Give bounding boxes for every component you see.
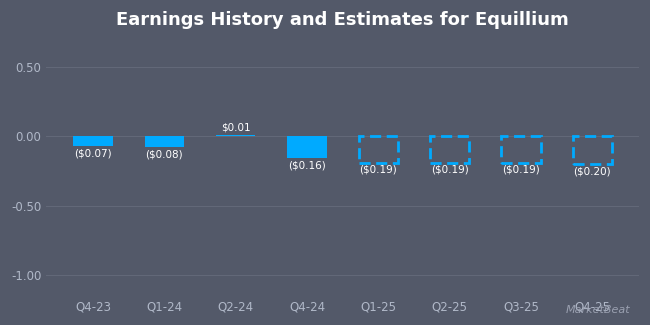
Text: ($0.19): ($0.19) xyxy=(359,165,397,175)
Bar xyxy=(359,136,398,162)
Text: ($0.20): ($0.20) xyxy=(573,166,611,176)
Text: ($0.08): ($0.08) xyxy=(146,150,183,160)
Text: ($0.16): ($0.16) xyxy=(288,161,326,171)
Bar xyxy=(216,135,255,136)
Text: ($0.19): ($0.19) xyxy=(431,165,469,175)
Text: $0.01: $0.01 xyxy=(221,123,250,133)
Title: Earnings History and Estimates for Equillium: Earnings History and Estimates for Equil… xyxy=(116,11,569,29)
Bar xyxy=(430,136,469,162)
Bar xyxy=(501,136,541,162)
Text: ($0.07): ($0.07) xyxy=(74,148,112,158)
Bar xyxy=(573,136,612,164)
Bar xyxy=(73,136,112,146)
Text: MarketBeat: MarketBeat xyxy=(566,305,630,315)
Text: ($0.19): ($0.19) xyxy=(502,165,540,175)
Bar xyxy=(287,136,326,159)
Bar xyxy=(145,136,184,147)
